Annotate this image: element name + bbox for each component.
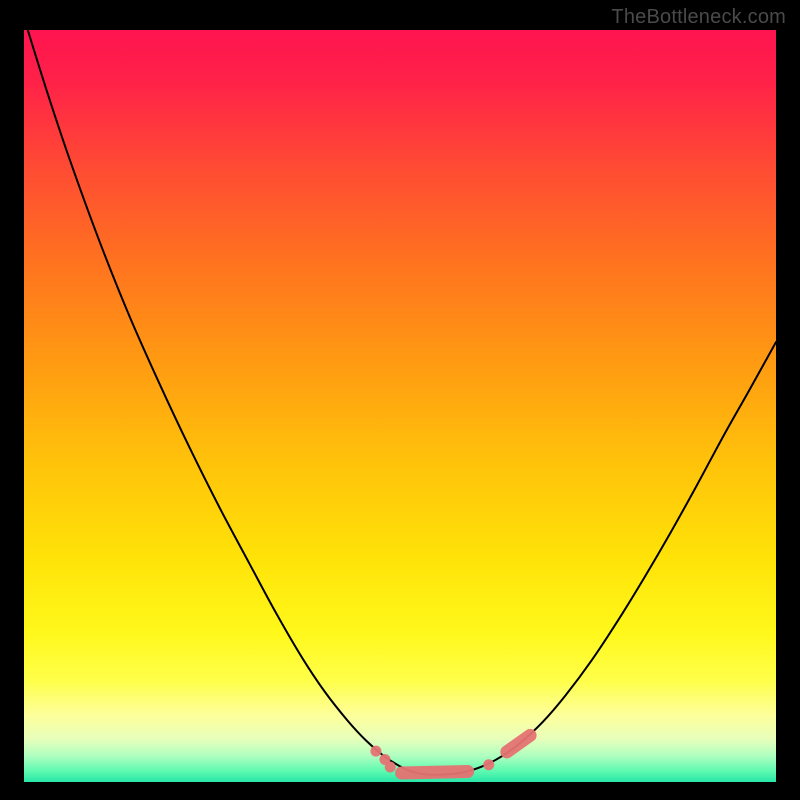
plot-area <box>24 30 776 782</box>
bottleneck-curve <box>28 30 776 775</box>
marker-dot <box>370 746 381 757</box>
marker-dot <box>483 759 494 770</box>
marker-pill <box>402 771 468 773</box>
marker-pill <box>507 735 530 752</box>
frame: TheBottleneck.com <box>0 0 800 800</box>
marker-dot <box>385 761 396 772</box>
markers-group <box>370 735 530 773</box>
watermark-text: TheBottleneck.com <box>611 6 786 29</box>
curve-layer <box>24 30 776 782</box>
